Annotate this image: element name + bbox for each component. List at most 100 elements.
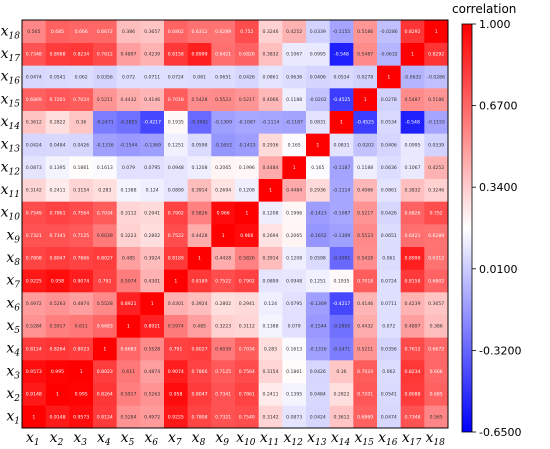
cell-value-label: 0.0426	[310, 369, 326, 375]
heatmap-cell	[69, 382, 94, 406]
cell-value-label: 0.0424	[310, 414, 326, 420]
cell-value-label: 0.0995	[310, 52, 326, 58]
heatmap-cell	[69, 246, 94, 270]
cell-value-label: -0.2855	[333, 324, 351, 330]
heatmap-cell	[22, 65, 46, 89]
cell-value-label: 0.611	[122, 369, 135, 375]
cell-value-label: 0.1935	[333, 278, 349, 284]
heatmap-cell	[235, 246, 259, 270]
heatmap-cell	[258, 201, 283, 225]
heatmap-cell	[377, 110, 401, 134]
cell-value-label: 0.4874	[144, 369, 160, 375]
cell-value-label: 0.6421	[215, 52, 231, 58]
cell-value-label: 0.8047	[49, 256, 65, 262]
y-axis-tick-label: x4	[6, 341, 20, 359]
heatmap-cell	[187, 156, 212, 179]
cell-value-label: -0.0632	[404, 74, 422, 80]
heatmap-cell	[164, 246, 188, 270]
heatmap-cell	[140, 292, 165, 315]
cell-value-label: 1	[316, 142, 319, 148]
heatmap-cell	[424, 246, 449, 270]
heatmap-cell	[258, 292, 283, 315]
heatmap-cell	[282, 88, 307, 111]
cell-value-label: -0.4525	[356, 120, 374, 126]
heatmap-cell	[353, 201, 378, 225]
cell-value-label: 0.2822	[333, 392, 349, 398]
cell-value-label: 0.5917	[49, 324, 65, 330]
heatmap-cell	[211, 337, 236, 361]
cell-value-label: 1	[80, 369, 83, 375]
cell-value-label: 0.3112	[120, 210, 136, 216]
cell-value-label: 0.7808	[191, 414, 207, 420]
heatmap-cell	[282, 110, 307, 134]
heatmap-cell	[93, 156, 117, 179]
heatmap-cell	[258, 246, 283, 270]
heatmap-cell	[400, 314, 425, 338]
heatmap-cell	[140, 20, 165, 43]
heatmap-cell	[282, 405, 307, 429]
cell-value-label: 0.7612	[97, 52, 113, 58]
cell-value-label: 0.8027	[191, 346, 207, 352]
cell-value-label: 0.072	[122, 74, 135, 80]
heatmap-cell	[306, 360, 330, 383]
cell-value-label: 0.0651	[215, 74, 231, 80]
cell-value-label: 0.0598	[310, 256, 326, 262]
cell-value-label: 0.0426	[381, 210, 397, 216]
heatmap-cell	[306, 337, 330, 361]
heatmap-cell	[211, 405, 236, 429]
cell-value-label: 0.9074	[73, 278, 89, 284]
cell-value-label: 0.5217	[357, 210, 373, 216]
cell-value-label: 0.0651	[381, 233, 397, 239]
cell-value-label: 0.5211	[357, 346, 373, 352]
cell-value-label: 0.2941	[239, 301, 255, 307]
heatmap-cell	[424, 20, 449, 43]
heatmap-cell	[116, 88, 141, 111]
x-axis-tick-label: x12	[284, 430, 304, 448]
cell-value-label: 0.7861	[49, 210, 65, 216]
cell-value-label: 0.6672	[97, 29, 113, 35]
cell-value-label: 0.7549	[26, 210, 42, 216]
colorbar: correlation 1.000 0.6700 0.3400 0.0100 -0.32…	[452, 2, 521, 439]
heatmap-cell	[116, 337, 141, 361]
heatmap-cell	[424, 337, 449, 361]
cell-value-label: 0.8023	[97, 369, 113, 375]
heatmap-cell	[116, 178, 141, 202]
heatmap-cell	[45, 20, 70, 43]
cell-value-label: 0.8189	[168, 256, 184, 262]
cell-value-label: 0.4428	[191, 233, 207, 239]
heatmap-cell	[22, 201, 46, 225]
cell-value-label: 0.062	[382, 369, 395, 375]
heatmap-cell	[22, 224, 46, 247]
heatmap-cell	[93, 360, 117, 383]
cell-value-label: -0.1652	[309, 233, 327, 239]
heatmap-cell	[424, 178, 449, 202]
heatmap-cell	[69, 42, 94, 66]
cell-value-label: 0.8234	[73, 52, 89, 58]
cell-value-label: 0.5826	[191, 210, 207, 216]
heatmap-cell	[93, 133, 117, 157]
cell-value-label: 0.5428	[357, 256, 373, 262]
heatmap-cell	[235, 201, 259, 225]
cell-value-label: 0.7341	[215, 392, 231, 398]
cell-value-label: 0.2802	[215, 301, 231, 307]
cell-value-label: 0.9148	[49, 414, 65, 420]
cell-value-label: 0.1996	[286, 210, 302, 216]
x-axis-tick-label: x18	[426, 430, 446, 448]
heatmap-cell	[164, 224, 188, 247]
cell-value-label: 0.0711	[381, 301, 397, 307]
cell-value-label: 0.0873	[286, 414, 302, 420]
cell-value-label: 1	[198, 256, 201, 262]
x-axis-tick-label: x10	[236, 430, 256, 448]
heatmap-cell	[353, 110, 378, 134]
cell-value-label: -0.1316	[96, 142, 114, 148]
heatmap-cell	[353, 246, 378, 270]
cell-value-label: 0.386	[122, 29, 135, 35]
cell-value-label: 0.8921	[144, 324, 160, 330]
heatmap-cell	[93, 314, 117, 338]
heatmap-cell	[400, 337, 425, 361]
heatmap-cell	[140, 360, 165, 383]
heatmap-cell	[377, 201, 401, 225]
cell-value-label: 0.3246	[262, 29, 278, 35]
heatmap-cell	[282, 360, 307, 383]
heatmap-cell	[353, 42, 378, 66]
